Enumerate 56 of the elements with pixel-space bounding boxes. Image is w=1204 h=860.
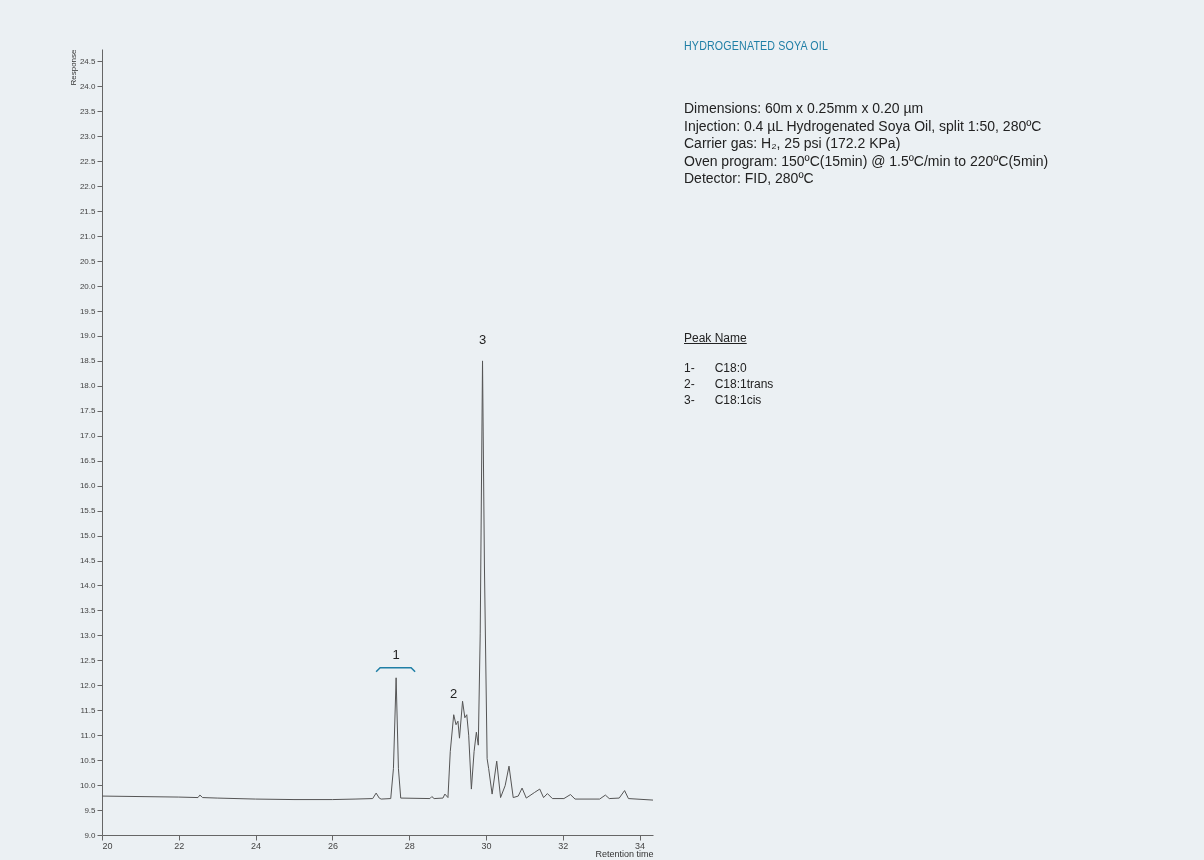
text: Peak Name — [684, 330, 748, 346]
text: 1- C18:0 — [684, 360, 748, 376]
x-tick-label: 30 — [481, 840, 492, 851]
text: Dimensions: 60m x 0.25mm x 0.20 µm — [684, 100, 925, 118]
y-tick-label: 9.5 — [84, 805, 97, 815]
y-tick-label: 24.5 — [79, 56, 97, 66]
y-tick-label: 13.5 — [79, 605, 97, 615]
y-tick-label: 11.0 — [80, 730, 97, 740]
y-tick-label: 20.0 — [79, 281, 97, 291]
text: Injection: 0.4 µL Hydrogenated Soya Oil, split 1:50, 280ºC — [684, 117, 1043, 135]
y-tick-label: 9.0 — [84, 830, 97, 840]
y-tick-label: 21.0 — [79, 231, 97, 241]
y-tick-label: 23.0 — [79, 131, 97, 141]
y-tick-label: 13.0 — [79, 630, 97, 640]
y-tick-label: 21.5 — [79, 206, 97, 216]
y-tick-label: 22.5 — [79, 156, 97, 166]
y-tick-label: 22.0 — [79, 181, 97, 191]
x-tick-label: 22 — [174, 840, 185, 851]
y-axis-title: Response — [68, 48, 78, 86]
text: Detector: FID, 280ºC — [684, 170, 815, 188]
y-tick-label: 23.5 — [79, 106, 97, 116]
x-tick-label: 28 — [404, 840, 415, 851]
y-tick-label: 19.0 — [79, 331, 97, 341]
y-tick-label: 17.5 — [79, 406, 97, 416]
annotation: 1 — [392, 646, 400, 662]
x-tick-label: 24 — [251, 840, 262, 851]
y-tick-label: 19.5 — [79, 306, 97, 316]
text: 2- C18:1trans — [684, 376, 774, 392]
line-series — [102, 360, 653, 801]
y-tick-label: 15.0 — [79, 531, 97, 541]
y-tick-label: 18.0 — [79, 381, 97, 391]
y-tick-label: 17.0 — [79, 431, 97, 441]
x-tick-label: 26 — [327, 840, 338, 851]
y-tick-label: 12.0 — [79, 680, 97, 690]
y-tick-label: 16.0 — [79, 481, 97, 491]
y-tick-label: 12.5 — [79, 655, 97, 665]
y-tick-label: 14.0 — [79, 580, 97, 590]
text: 3- C18:1cis — [684, 392, 763, 408]
x-tick-label: 32 — [558, 840, 569, 851]
y-tick-label: 11.5 — [80, 705, 97, 715]
y-tick-label: 24.0 — [79, 81, 97, 91]
y-tick-label: 10.0 — [79, 780, 97, 790]
y-tick-label: 20.5 — [79, 256, 97, 266]
y-tick-label: 14.5 — [79, 556, 97, 566]
y-tick-label: 18.5 — [79, 356, 97, 366]
annotation: 2 — [450, 685, 458, 701]
text: HYDROGENATED SOYA OIL — [684, 38, 829, 53]
y-tick-label: 10.5 — [79, 755, 97, 765]
text: Carrier gas: H₂, 25 psi (172.2 KPa) — [684, 135, 902, 153]
y-tick-label: 16.5 — [79, 456, 97, 466]
text: Oven program: 150ºC(15min) @ 1.5ºC/min to 220ºC(5min) — [684, 152, 1049, 170]
x-tick-label: 34 — [635, 840, 646, 851]
x-axis-title: Retention time — [595, 848, 654, 859]
x-tick-label: 20 — [102, 840, 113, 851]
y-tick-label: 15.5 — [79, 506, 97, 516]
annotation: 3 — [478, 331, 487, 347]
